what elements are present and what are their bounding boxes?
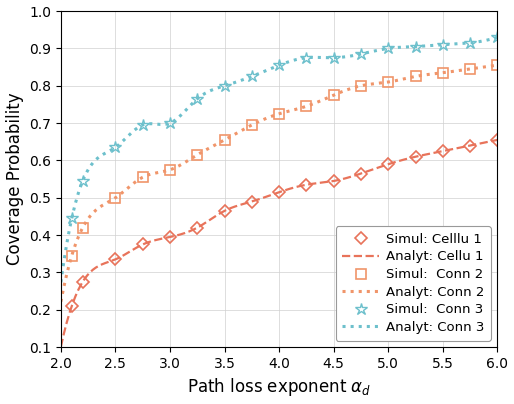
Simul:  Conn 3: (4.75, 0.885): Conn 3: (4.75, 0.885)	[358, 52, 364, 57]
Simul:  Conn 2: (4.25, 0.745): Conn 2: (4.25, 0.745)	[303, 104, 309, 109]
Simul:  Conn 2: (5.5, 0.835): Conn 2: (5.5, 0.835)	[440, 70, 446, 75]
Y-axis label: Coverage Probability: Coverage Probability	[6, 93, 24, 265]
Simul: Celllu 1: (2.2, 0.275): Celllu 1: (2.2, 0.275)	[80, 280, 86, 284]
Analyt: Conn 3: (5.63, 0.912): Conn 3: (5.63, 0.912)	[453, 42, 460, 46]
Simul:  Conn 2: (3, 0.575): Conn 2: (3, 0.575)	[167, 167, 173, 172]
Legend: Simul: Celllu 1, Analyt: Cellu 1, Simul:  Conn 2, Analyt: Conn 2, Simul:  Conn 3: Simul: Celllu 1, Analyt: Cellu 1, Simul:…	[336, 226, 491, 341]
Analyt: Cellu 1: (4.38, 0.54): Cellu 1: (4.38, 0.54)	[318, 180, 324, 185]
Analyt: Conn 2: (2.01, 0.242): Conn 2: (2.01, 0.242)	[59, 292, 65, 297]
Line: Analyt: Conn 3: Analyt: Conn 3	[61, 37, 498, 282]
Simul: Celllu 1: (5.75, 0.64): Celllu 1: (5.75, 0.64)	[467, 143, 473, 148]
Line: Simul: Celllu 1: Simul: Celllu 1	[67, 135, 502, 311]
Simul: Celllu 1: (5.5, 0.625): Celllu 1: (5.5, 0.625)	[440, 149, 446, 154]
Simul:  Conn 2: (2.5, 0.5): Conn 2: (2.5, 0.5)	[113, 196, 119, 200]
X-axis label: Path loss exponent $\alpha_d$: Path loss exponent $\alpha_d$	[187, 377, 371, 398]
Simul:  Conn 3: (4, 0.855): Conn 3: (4, 0.855)	[276, 63, 282, 67]
Simul:  Conn 2: (5.75, 0.845): Conn 2: (5.75, 0.845)	[467, 67, 473, 72]
Simul:  Conn 2: (5.25, 0.825): Conn 2: (5.25, 0.825)	[413, 74, 419, 79]
Analyt: Conn 2: (4.38, 0.76): Conn 2: (4.38, 0.76)	[318, 98, 324, 103]
Simul: Celllu 1: (5, 0.59): Celllu 1: (5, 0.59)	[385, 162, 391, 166]
Simul:  Conn 3: (2.1, 0.445): Conn 3: (2.1, 0.445)	[69, 216, 75, 221]
Simul: Celllu 1: (4, 0.515): Celllu 1: (4, 0.515)	[276, 190, 282, 195]
Analyt: Conn 2: (5.63, 0.84): Conn 2: (5.63, 0.84)	[453, 68, 460, 73]
Analyt: Cellu 1: (5.37, 0.618): Cellu 1: (5.37, 0.618)	[426, 152, 432, 156]
Simul: Celllu 1: (4.25, 0.535): Celllu 1: (4.25, 0.535)	[303, 182, 309, 187]
Analyt: Conn 2: (4.37, 0.758): Conn 2: (4.37, 0.758)	[316, 99, 322, 104]
Simul: Celllu 1: (3.5, 0.465): Celllu 1: (3.5, 0.465)	[222, 208, 228, 213]
Simul:  Conn 2: (4.5, 0.775): Conn 2: (4.5, 0.775)	[331, 93, 337, 97]
Simul:  Conn 2: (2.2, 0.42): Conn 2: (2.2, 0.42)	[80, 225, 86, 230]
Simul:  Conn 3: (3.5, 0.8): Conn 3: (3.5, 0.8)	[222, 83, 228, 88]
Simul:  Conn 3: (6, 0.93): Conn 3: (6, 0.93)	[494, 35, 501, 40]
Analyt: Conn 3: (5.37, 0.907): Conn 3: (5.37, 0.907)	[426, 43, 432, 48]
Analyt: Conn 3: (2, 0.274): Conn 3: (2, 0.274)	[58, 280, 64, 284]
Simul: Celllu 1: (3.25, 0.42): Celllu 1: (3.25, 0.42)	[194, 225, 200, 230]
Simul:  Conn 3: (3.25, 0.765): Conn 3: (3.25, 0.765)	[194, 97, 200, 101]
Simul:  Conn 3: (3.75, 0.825): Conn 3: (3.75, 0.825)	[249, 74, 255, 79]
Simul:  Conn 3: (5.5, 0.91): Conn 3: (5.5, 0.91)	[440, 42, 446, 47]
Analyt: Conn 3: (4.38, 0.876): Conn 3: (4.38, 0.876)	[318, 55, 324, 60]
Analyt: Conn 3: (4.37, 0.876): Conn 3: (4.37, 0.876)	[316, 55, 322, 60]
Analyt: Conn 3: (4.45, 0.875): Conn 3: (4.45, 0.875)	[325, 55, 331, 60]
Analyt: Cellu 1: (4.37, 0.54): Cellu 1: (4.37, 0.54)	[316, 181, 322, 185]
Simul:  Conn 2: (3.25, 0.615): Conn 2: (3.25, 0.615)	[194, 152, 200, 157]
Simul:  Conn 3: (3, 0.7): Conn 3: (3, 0.7)	[167, 121, 173, 126]
Simul:  Conn 3: (4.5, 0.875): Conn 3: (4.5, 0.875)	[331, 55, 337, 60]
Line: Simul:  Conn 3: Simul: Conn 3	[65, 31, 504, 225]
Analyt: Cellu 1: (5.63, 0.632): Cellu 1: (5.63, 0.632)	[453, 146, 460, 151]
Simul:  Conn 2: (2.1, 0.345): Conn 2: (2.1, 0.345)	[69, 253, 75, 258]
Simul: Celllu 1: (2.75, 0.375): Celllu 1: (2.75, 0.375)	[140, 242, 146, 247]
Simul: Celllu 1: (4.75, 0.565): Celllu 1: (4.75, 0.565)	[358, 171, 364, 176]
Analyt: Conn 2: (4.45, 0.768): Conn 2: (4.45, 0.768)	[325, 95, 331, 100]
Analyt: Conn 2: (6, 0.855): Conn 2: (6, 0.855)	[494, 63, 501, 67]
Analyt: Cellu 1: (2, 0.101): Cellu 1: (2, 0.101)	[58, 345, 64, 349]
Simul:  Conn 2: (4.75, 0.8): Conn 2: (4.75, 0.8)	[358, 83, 364, 88]
Analyt: Cellu 1: (4.45, 0.543): Cellu 1: (4.45, 0.543)	[325, 179, 331, 184]
Simul: Celllu 1: (2.5, 0.335): Celllu 1: (2.5, 0.335)	[113, 257, 119, 262]
Simul: Celllu 1: (6, 0.655): Celllu 1: (6, 0.655)	[494, 137, 501, 142]
Simul:  Conn 2: (2.75, 0.555): Conn 2: (2.75, 0.555)	[140, 175, 146, 180]
Simul:  Conn 2: (4, 0.725): Conn 2: (4, 0.725)	[276, 112, 282, 116]
Simul:  Conn 3: (2.5, 0.635): Conn 3: (2.5, 0.635)	[113, 145, 119, 150]
Line: Simul:  Conn 2: Simul: Conn 2	[67, 61, 502, 260]
Simul:  Conn 2: (5, 0.81): Conn 2: (5, 0.81)	[385, 80, 391, 84]
Simul:  Conn 2: (3.75, 0.695): Conn 2: (3.75, 0.695)	[249, 122, 255, 127]
Simul: Celllu 1: (5.25, 0.61): Celllu 1: (5.25, 0.61)	[413, 154, 419, 159]
Analyt: Conn 2: (5.37, 0.83): Conn 2: (5.37, 0.83)	[426, 72, 432, 77]
Simul: Celllu 1: (2.1, 0.21): Celllu 1: (2.1, 0.21)	[69, 304, 75, 309]
Simul: Celllu 1: (3, 0.395): Celllu 1: (3, 0.395)	[167, 235, 173, 240]
Line: Analyt: Cellu 1: Analyt: Cellu 1	[61, 140, 498, 347]
Simul:  Conn 3: (4.25, 0.875): Conn 3: (4.25, 0.875)	[303, 55, 309, 60]
Simul:  Conn 3: (2.75, 0.695): Conn 3: (2.75, 0.695)	[140, 122, 146, 127]
Simul:  Conn 3: (5.75, 0.915): Conn 3: (5.75, 0.915)	[467, 40, 473, 45]
Analyt: Conn 3: (6, 0.93): Conn 3: (6, 0.93)	[494, 35, 501, 40]
Analyt: Cellu 1: (2.01, 0.118): Cellu 1: (2.01, 0.118)	[59, 338, 65, 343]
Simul:  Conn 2: (6, 0.855): Conn 2: (6, 0.855)	[494, 63, 501, 67]
Analyt: Conn 3: (2.01, 0.302): Conn 3: (2.01, 0.302)	[59, 269, 65, 274]
Simul:  Conn 3: (5.25, 0.905): Conn 3: (5.25, 0.905)	[413, 44, 419, 49]
Simul:  Conn 3: (2.2, 0.545): Conn 3: (2.2, 0.545)	[80, 179, 86, 183]
Analyt: Cellu 1: (6, 0.655): Cellu 1: (6, 0.655)	[494, 137, 501, 142]
Line: Analyt: Conn 2: Analyt: Conn 2	[61, 65, 498, 302]
Analyt: Conn 2: (2, 0.222): Conn 2: (2, 0.222)	[58, 299, 64, 304]
Simul:  Conn 2: (3.5, 0.655): Conn 2: (3.5, 0.655)	[222, 137, 228, 142]
Simul: Celllu 1: (4.5, 0.545): Celllu 1: (4.5, 0.545)	[331, 179, 337, 183]
Simul: Celllu 1: (3.75, 0.49): Celllu 1: (3.75, 0.49)	[249, 199, 255, 204]
Simul:  Conn 3: (5, 0.9): Conn 3: (5, 0.9)	[385, 46, 391, 51]
